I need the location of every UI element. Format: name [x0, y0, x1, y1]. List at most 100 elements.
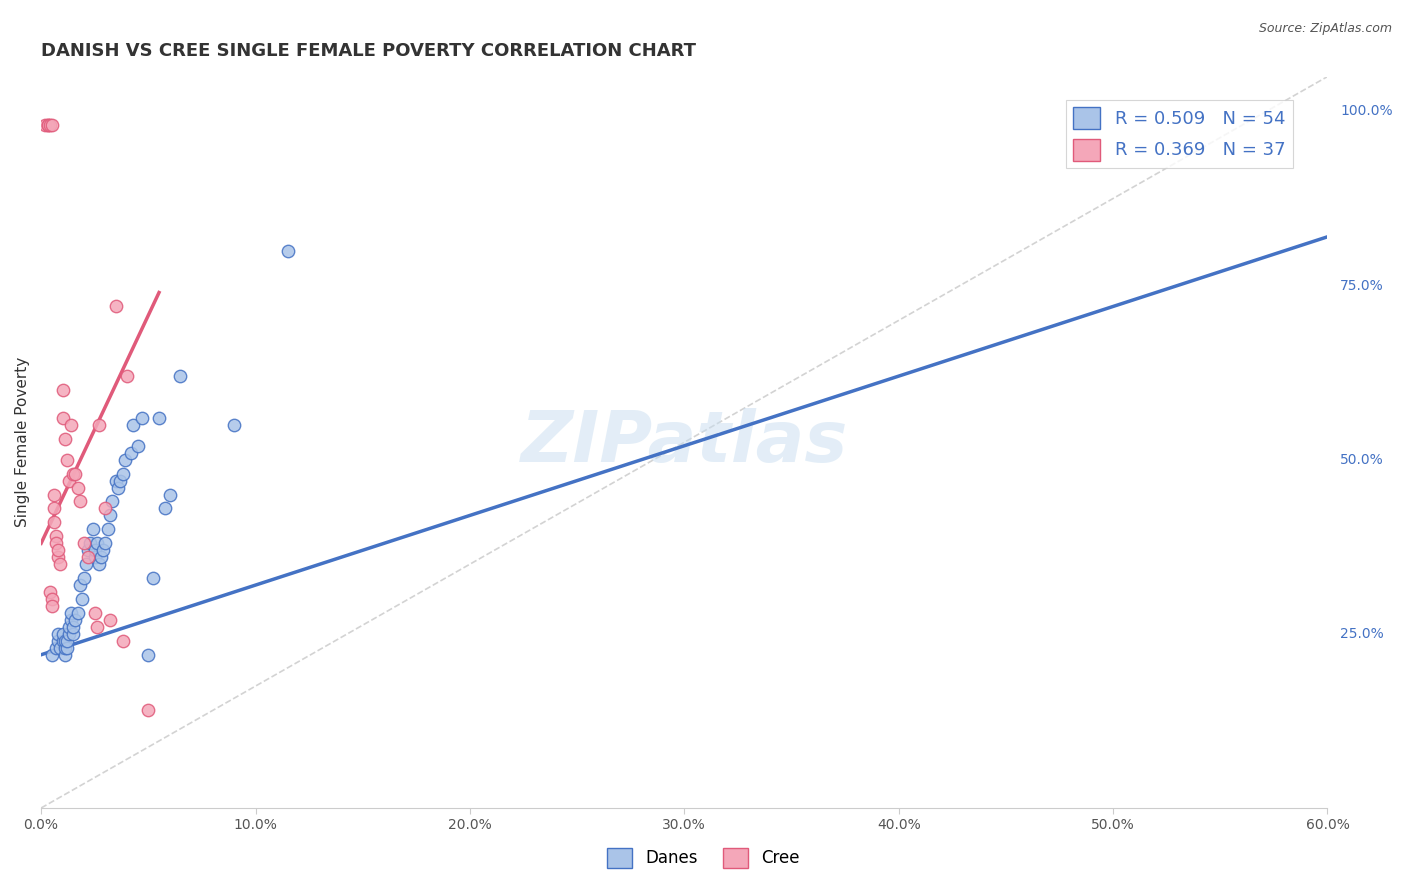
Point — [94, 536, 117, 550]
Point — [58, 627, 80, 641]
Point — [51, 633, 73, 648]
Point — [82, 522, 104, 536]
Point — [127, 439, 149, 453]
Point — [56, 452, 79, 467]
Point — [58, 474, 80, 488]
Point — [98, 613, 121, 627]
Point — [66, 481, 89, 495]
Point — [42, 501, 65, 516]
Point — [58, 620, 80, 634]
Point — [41, 648, 63, 662]
Point — [105, 300, 128, 314]
Point — [77, 543, 100, 558]
Point — [66, 606, 89, 620]
Point — [56, 633, 79, 648]
Point — [97, 522, 120, 536]
Point — [83, 550, 105, 565]
Point — [65, 467, 87, 481]
Point — [79, 536, 101, 550]
Point — [49, 640, 72, 655]
Point — [101, 494, 124, 508]
Point — [86, 536, 108, 550]
Point — [37, 119, 59, 133]
Text: Source: ZipAtlas.com: Source: ZipAtlas.com — [1258, 22, 1392, 36]
Point — [136, 703, 159, 717]
Point — [222, 417, 245, 432]
Point — [75, 557, 97, 571]
Point — [69, 578, 91, 592]
Point — [60, 613, 83, 627]
Point — [49, 557, 72, 571]
Point — [69, 494, 91, 508]
Point — [62, 620, 84, 634]
Point — [277, 244, 299, 258]
Point — [45, 640, 67, 655]
Point — [86, 620, 108, 634]
Point — [115, 369, 138, 384]
Point — [87, 557, 110, 571]
Point — [142, 571, 165, 585]
Point — [41, 119, 63, 133]
Point — [60, 417, 83, 432]
Point — [53, 432, 76, 446]
Point — [53, 640, 76, 655]
Point — [38, 119, 60, 133]
Point — [111, 633, 134, 648]
Point — [62, 627, 84, 641]
Point — [105, 474, 128, 488]
Text: 75.0%: 75.0% — [1340, 278, 1384, 293]
Legend: R = 0.509   N = 54, R = 0.369   N = 37: R = 0.509 N = 54, R = 0.369 N = 37 — [1066, 100, 1292, 168]
Point — [45, 529, 67, 543]
Point — [122, 417, 145, 432]
Point — [62, 467, 84, 481]
Text: 50.0%: 50.0% — [1340, 453, 1384, 467]
Point — [45, 536, 67, 550]
Point — [65, 613, 87, 627]
Point — [73, 536, 96, 550]
Point — [83, 606, 105, 620]
Point — [120, 446, 142, 460]
Point — [42, 487, 65, 501]
Point — [46, 543, 69, 558]
Point — [41, 592, 63, 607]
Point — [51, 411, 73, 425]
Point — [46, 633, 69, 648]
Point — [51, 383, 73, 397]
Point — [56, 640, 79, 655]
Point — [53, 633, 76, 648]
Point — [51, 627, 73, 641]
Point — [169, 369, 191, 384]
Point — [70, 592, 93, 607]
Point — [46, 550, 69, 565]
Point — [107, 481, 129, 495]
Point — [110, 474, 132, 488]
Point — [73, 571, 96, 585]
Text: 100.0%: 100.0% — [1340, 104, 1393, 119]
Point — [111, 467, 134, 481]
Point — [91, 543, 114, 558]
Point — [87, 417, 110, 432]
Point — [37, 119, 59, 133]
Text: 25.0%: 25.0% — [1340, 627, 1384, 640]
Text: ZIPatlas: ZIPatlas — [520, 408, 848, 477]
Point — [94, 501, 117, 516]
Point — [136, 648, 159, 662]
Point — [155, 501, 177, 516]
Point — [46, 627, 69, 641]
Point — [114, 452, 136, 467]
Point — [38, 585, 60, 599]
Legend: Danes, Cree: Danes, Cree — [600, 841, 806, 875]
Point — [131, 411, 153, 425]
Point — [98, 508, 121, 523]
Point — [41, 599, 63, 613]
Point — [83, 543, 105, 558]
Point — [90, 550, 112, 565]
Point — [77, 550, 100, 565]
Text: DANISH VS CREE SINGLE FEMALE POVERTY CORRELATION CHART: DANISH VS CREE SINGLE FEMALE POVERTY COR… — [41, 42, 696, 60]
Point — [159, 487, 181, 501]
Point — [148, 411, 170, 425]
Point — [53, 648, 76, 662]
Point — [34, 119, 56, 133]
Y-axis label: Single Female Poverty: Single Female Poverty — [15, 357, 30, 527]
Point — [42, 516, 65, 530]
